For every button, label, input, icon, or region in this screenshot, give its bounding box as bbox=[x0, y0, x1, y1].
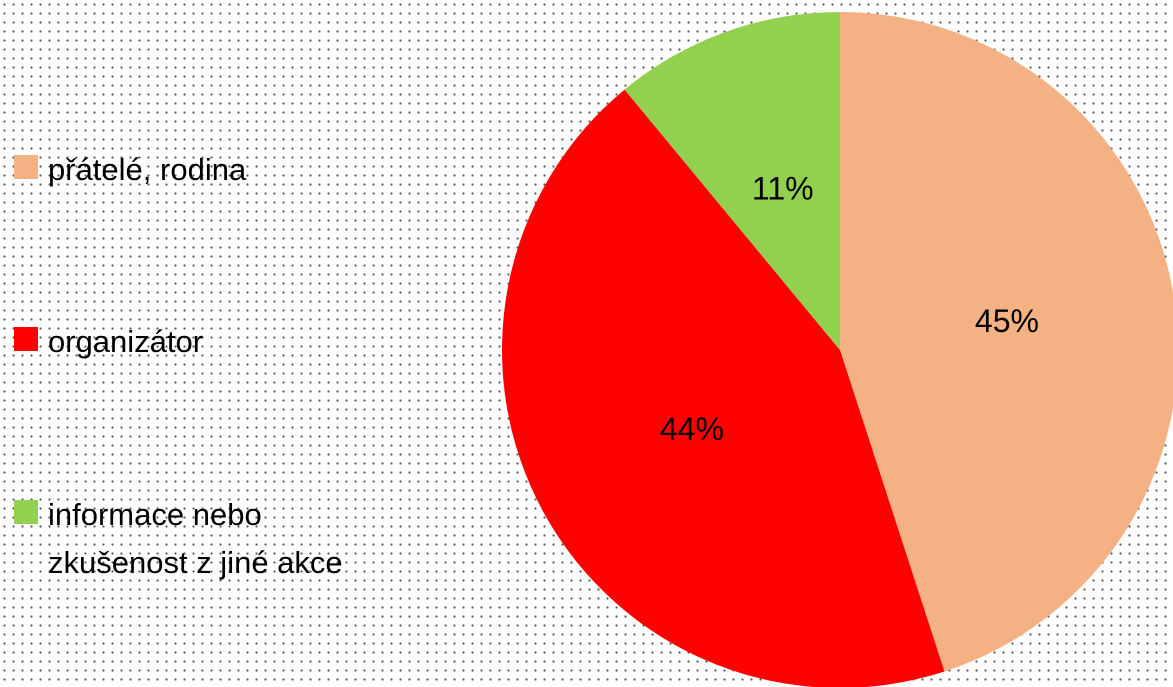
legend-swatch bbox=[14, 327, 38, 351]
legend-label: organizátor bbox=[48, 324, 204, 359]
data-label: 44% bbox=[660, 411, 724, 447]
data-label: 11% bbox=[752, 170, 814, 206]
legend-swatch bbox=[14, 155, 38, 179]
pie-slice bbox=[624, 12, 840, 350]
pie-slice bbox=[502, 89, 945, 687]
legend-item: organizátor bbox=[14, 318, 414, 366]
legend-item: informace nebo zkušenost z jiné akce bbox=[14, 491, 414, 587]
data-label: 45% bbox=[975, 303, 1039, 339]
legend-item: přátelé, rodina bbox=[14, 146, 414, 194]
legend-swatch bbox=[14, 500, 38, 524]
legend-label: přátelé, rodina bbox=[48, 152, 247, 187]
legend-label: informace nebo zkušenost z jiné akce bbox=[48, 497, 343, 580]
pie-slice bbox=[840, 12, 1173, 672]
